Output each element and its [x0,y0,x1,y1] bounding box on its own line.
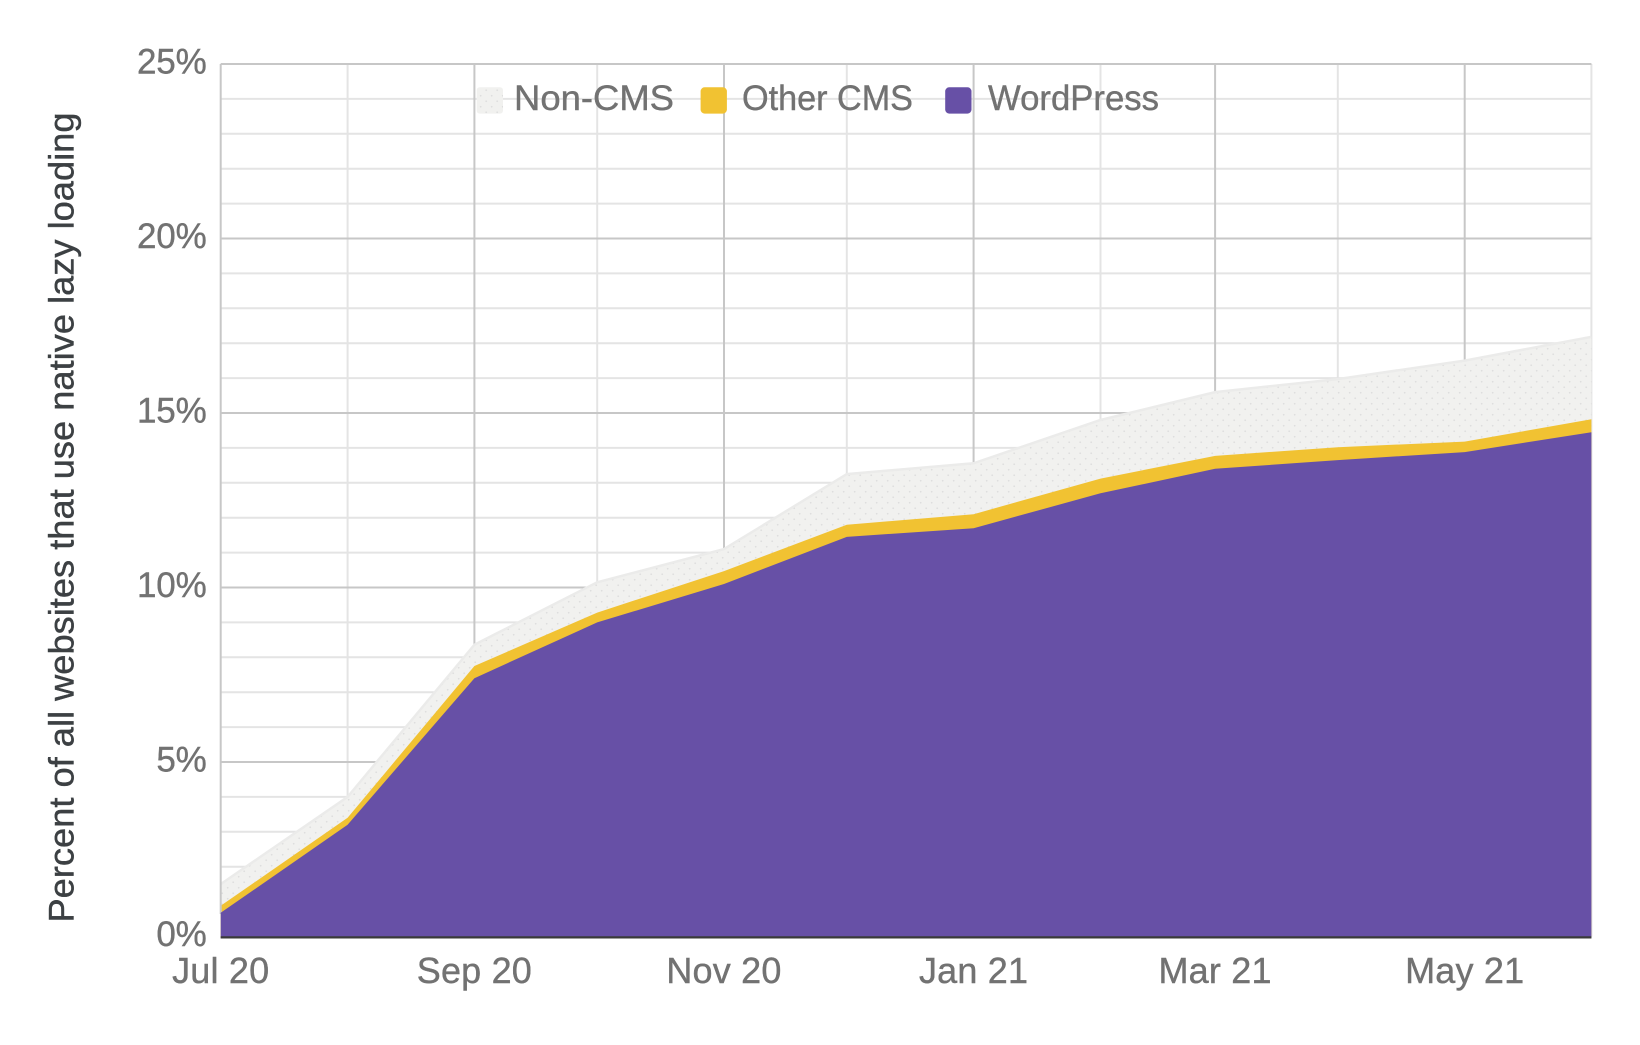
svg-text:Non-CMS: Non-CMS [514,79,674,118]
svg-text:Other CMS: Other CMS [742,79,913,118]
svg-text:10%: 10% [137,566,206,605]
svg-text:25%: 25% [137,42,206,81]
svg-text:Jan 21: Jan 21 [919,950,1028,991]
svg-text:Nov 20: Nov 20 [666,950,781,991]
svg-text:20%: 20% [137,217,206,256]
svg-text:Mar 21: Mar 21 [1158,950,1271,991]
svg-text:May 21: May 21 [1405,950,1524,991]
svg-text:Sep 20: Sep 20 [417,950,532,991]
svg-text:5%: 5% [156,740,206,779]
svg-text:0%: 0% [156,915,206,954]
svg-text:Jul 20: Jul 20 [172,950,269,991]
svg-text:15%: 15% [137,391,206,430]
svg-text:WordPress: WordPress [988,79,1159,118]
svg-text:Percent of all websites that u: Percent of all websites that use native … [43,113,82,923]
